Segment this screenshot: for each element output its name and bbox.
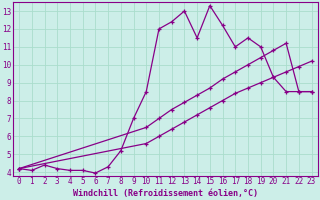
- X-axis label: Windchill (Refroidissement éolien,°C): Windchill (Refroidissement éolien,°C): [73, 189, 258, 198]
